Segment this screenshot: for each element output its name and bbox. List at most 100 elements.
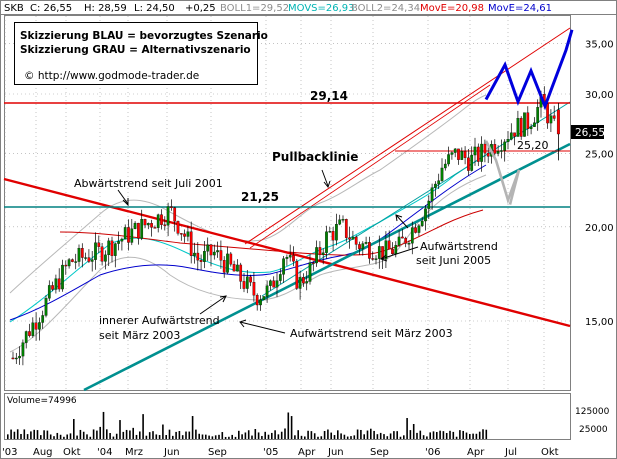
volume-bar [356, 429, 359, 439]
label-uptrend-2003: Aufwärtstrend seit März 2003 [290, 327, 453, 340]
volume-bar [201, 434, 204, 439]
volume-bar [148, 432, 151, 439]
candle-body [229, 253, 233, 265]
candle-body [546, 103, 549, 124]
volume-bar [172, 435, 174, 439]
volume-bar [106, 429, 108, 439]
candle-body [321, 252, 325, 255]
volume-bar [363, 434, 365, 439]
volume-bar [274, 430, 276, 439]
candle-body [156, 214, 160, 228]
volume-bar [432, 431, 435, 439]
volume-bar [191, 416, 194, 439]
volume-bar [135, 434, 138, 439]
volume-bar [185, 431, 187, 439]
volume-bar [452, 431, 455, 439]
volume-bar [426, 436, 428, 439]
candle-body [272, 280, 276, 288]
volume-bar [102, 411, 105, 439]
arrow-downtrend-head [122, 198, 129, 207]
candle-body [407, 243, 411, 245]
label-pullback: Pullbacklinie [272, 150, 358, 164]
candle-body [146, 223, 150, 226]
arrow-uptrend-2003-head [239, 319, 247, 328]
candle-body [397, 236, 401, 246]
price-tick-label: 20,00 [585, 223, 614, 234]
label-support: 21,25 [241, 190, 279, 204]
volume-bar [122, 431, 125, 439]
candle-body [463, 150, 467, 158]
volume-bar [16, 429, 19, 439]
header-close: C: 26,55 [30, 3, 72, 14]
volume-bar [393, 431, 395, 439]
volume-bar [129, 430, 131, 439]
candle-body [107, 240, 111, 256]
header-boll1: BOLL1=29,52 [220, 3, 289, 14]
candle-body [67, 259, 71, 267]
candle-body [556, 109, 560, 135]
candle-body [265, 285, 269, 297]
volume-bar [439, 430, 441, 439]
volume-bar [132, 427, 134, 439]
volume-bar [89, 436, 92, 439]
candle-body [506, 139, 510, 143]
legend-box: Skizzierung BLAU = bevorzugtes Szenario … [14, 22, 268, 85]
candle-body [203, 251, 206, 262]
candle-body [150, 223, 153, 228]
candle-body [368, 242, 371, 259]
candle-body [447, 154, 450, 165]
volume-bar [125, 429, 128, 439]
volume-bar [327, 429, 329, 439]
volume-bars [7, 411, 488, 439]
legend-url: © http://www.godmode-trader.de [24, 70, 199, 82]
volume-bar [280, 431, 283, 439]
time-tick-label: '06 [425, 447, 440, 458]
volume-bar [294, 435, 296, 439]
volume-bar [112, 436, 115, 439]
scenario-grey-path [484, 140, 521, 205]
candle-body [341, 219, 345, 221]
candle-body [226, 253, 229, 273]
volume-bar [66, 434, 68, 439]
candle-body [311, 262, 315, 264]
candle-body [249, 276, 252, 283]
candle-body [179, 233, 183, 235]
volume-bar [238, 430, 240, 439]
candle-body [404, 237, 408, 244]
volume-bar [218, 434, 220, 439]
volume-bar [416, 432, 418, 439]
volume-bar [205, 434, 207, 439]
candle-body [61, 264, 64, 290]
candle-body [133, 222, 137, 229]
volume-bar [198, 433, 200, 439]
candle-body [160, 214, 163, 225]
volume-tick-125000: 125000 [575, 407, 610, 417]
candle-body [120, 238, 124, 242]
candle-body [278, 274, 282, 281]
volume-bar [290, 416, 293, 439]
candle-body [328, 231, 332, 233]
volume-bar [152, 431, 154, 439]
candle-body [209, 244, 213, 256]
arrow-uptrend-2005 [380, 246, 419, 260]
volume-bar [23, 429, 26, 439]
candle-body [189, 231, 193, 256]
volume-bar [234, 436, 237, 439]
volume-bar [56, 432, 59, 439]
candle-body [262, 296, 266, 300]
candle-body [424, 208, 427, 222]
volume-bar [284, 428, 286, 439]
time-axis: '03 Aug Okt '04 Mrz Jun Sep '05 Apr Jun Sep '06 Apr J… [2, 447, 559, 458]
candle-body [113, 243, 117, 256]
volume-bar [406, 418, 408, 439]
volume-bar [277, 434, 280, 439]
pullback-line [249, 84, 491, 249]
volume-bar [257, 432, 260, 439]
candle-body [529, 126, 533, 129]
candle-body [443, 163, 447, 169]
time-tick-label: Jun [327, 447, 344, 458]
volume-bar [379, 432, 382, 439]
volume-bar [244, 432, 247, 439]
candle-body [470, 154, 474, 171]
candle-body [513, 132, 516, 137]
